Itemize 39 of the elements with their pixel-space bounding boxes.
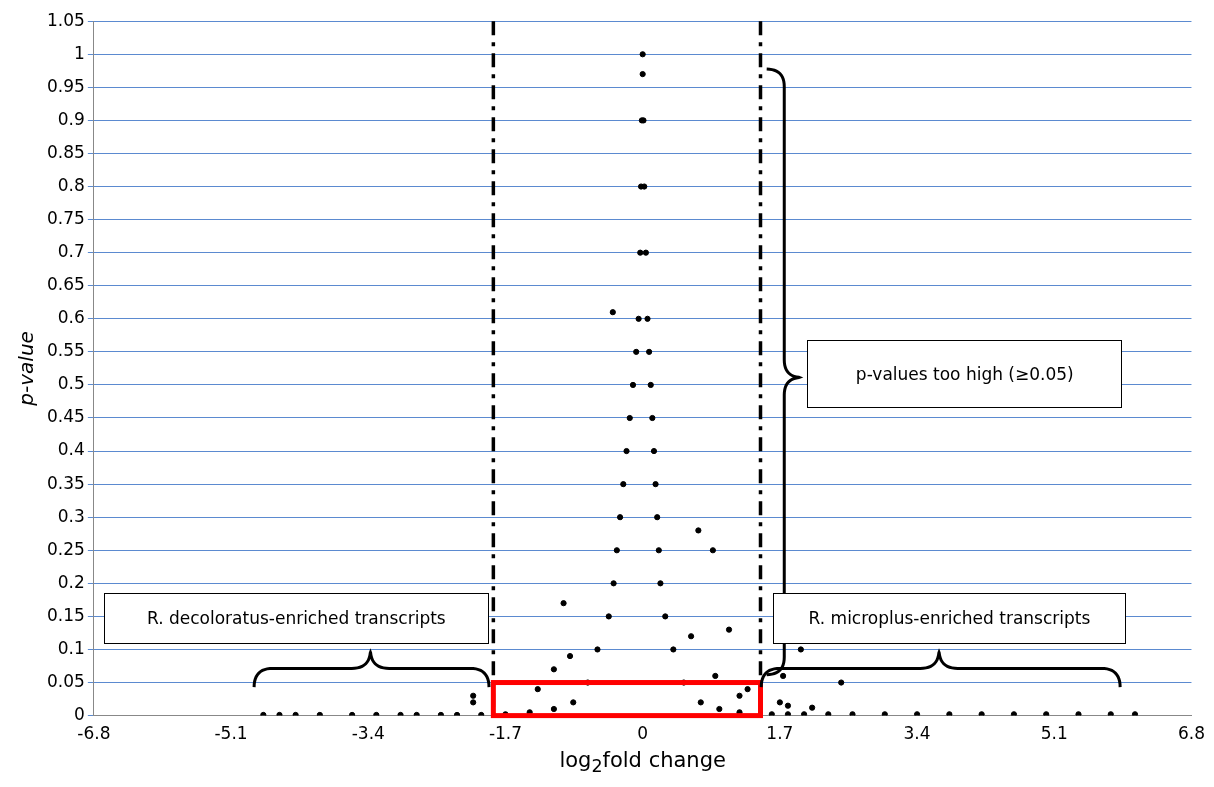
y-tick-label: 0.3: [57, 505, 85, 526]
y-tick-label: 0.95: [46, 75, 85, 96]
y-tick-label: 0.6: [57, 307, 85, 328]
y-tick-label: 0.2: [57, 571, 85, 592]
y-tick-label: 0.25: [46, 538, 85, 559]
x-tick-label: 1.7: [766, 723, 794, 744]
y-tick-label: 0.8: [57, 174, 85, 195]
y-tick-label: 0.15: [46, 604, 85, 625]
y-tick-label: 0.9: [57, 108, 85, 129]
y-tick-label: 0.75: [46, 208, 85, 229]
x-axis-title: log$_{2}$fold change: [558, 748, 727, 777]
annotation: R. decoloratus-enriched transcripts: [146, 608, 446, 629]
text-box: R. decoloratus-enriched transcripts: [103, 592, 489, 645]
x-tick-label: -3.4: [351, 723, 385, 744]
x-tick-label: 0: [637, 723, 649, 744]
y-tick-label: 0.7: [57, 241, 85, 262]
x-tick-label: -6.8: [77, 723, 111, 744]
y-tick-label: 0.45: [46, 406, 85, 427]
y-tick-label: 1.05: [46, 9, 85, 30]
y-tick-label: 0.1: [57, 637, 85, 658]
text-box: R. microplus-enriched transcripts: [773, 592, 1126, 645]
x-tick-label: 6.8: [1177, 723, 1206, 744]
y-tick-label: 0: [74, 704, 85, 725]
y-tick-label: 0.35: [46, 472, 85, 493]
x-tick-label: -1.7: [488, 723, 523, 744]
y-tick-label: 0.5: [57, 373, 85, 394]
x-tick-label: 5.1: [1040, 723, 1068, 744]
y-tick-label: 0.65: [46, 274, 85, 295]
y-tick-label: 0.4: [57, 439, 85, 460]
annotation: p-values too high (≥0.05): [855, 363, 1074, 384]
annotation: R. microplus-enriched transcripts: [808, 608, 1091, 629]
y-tick-label: 0.55: [46, 340, 85, 361]
y-axis-title: p-value: [14, 331, 39, 407]
y-tick-label: 0.85: [46, 141, 85, 162]
y-tick-label: 1: [74, 42, 85, 63]
y-tick-label: 0.05: [46, 670, 85, 691]
x-tick-label: 3.4: [903, 723, 931, 744]
x-tick-label: -5.1: [214, 723, 248, 744]
text-box: p-values too high (≥0.05): [807, 339, 1123, 408]
